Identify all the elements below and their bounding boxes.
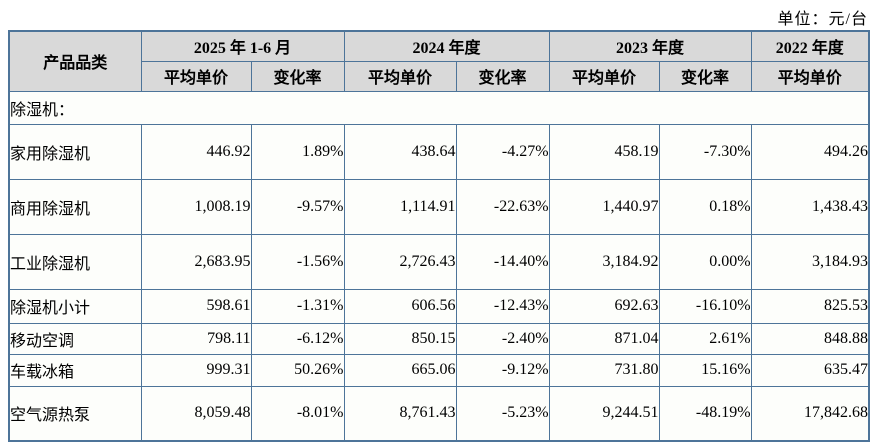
table-row-home-dehumidifier: 家用除湿机 446.92 1.89% 438.64 -4.27% 458.19 …: [8, 123, 870, 180]
value-cell: -48.19%: [658, 385, 752, 442]
value-cell: -2.40%: [455, 322, 550, 355]
row-label: 家用除湿机: [8, 123, 142, 180]
value-cell: 871.04: [548, 322, 660, 355]
table-row-air-source-heat-pump: 空气源热泵 8,059.48 -8.01% 8,761.43 -5.23% 9,…: [8, 385, 870, 442]
subheader-change-rate-2024: 变化率: [455, 60, 550, 92]
value-cell: 8,761.43: [343, 385, 457, 442]
value-cell: 50.26%: [250, 353, 345, 387]
table-row-car-fridge: 车载冰箱 999.31 50.26% 665.06 -9.12% 731.80 …: [8, 353, 870, 387]
value-cell: -4.27%: [455, 123, 550, 180]
row-label: 工业除湿机: [8, 233, 142, 290]
value-cell: 999.31: [140, 353, 252, 387]
unit-label: 单位：元/台: [777, 11, 868, 28]
value-cell: 494.26: [750, 123, 870, 180]
value-cell: 446.92: [140, 123, 252, 180]
value-cell: 598.61: [140, 288, 252, 324]
section-row-dehumidifier: 除湿机：: [8, 90, 870, 125]
value-cell: 2,683.95: [140, 233, 252, 290]
value-cell: -8.01%: [250, 385, 345, 442]
value-cell: 798.11: [140, 322, 252, 355]
subheader-change-rate-2025: 变化率: [250, 60, 345, 92]
value-cell: 0.00%: [658, 233, 752, 290]
value-cell: -6.12%: [250, 322, 345, 355]
value-cell: 825.53: [750, 288, 870, 324]
row-label: 除湿机小计: [8, 288, 142, 324]
row-label: 空气源热泵: [8, 385, 142, 442]
value-cell: 3,184.93: [750, 233, 870, 290]
value-cell: 15.16%: [658, 353, 752, 387]
period-header-2022: 2022 年度: [750, 30, 870, 62]
value-cell: 848.88: [750, 322, 870, 355]
table-row-commercial-dehumidifier: 商用除湿机 1,008.19 -9.57% 1,114.91 -22.63% 1…: [8, 178, 870, 235]
header-row-periods: 产品品类 2025 年 1-6 月 2024 年度 2023 年度 2022 年…: [8, 30, 870, 92]
value-cell: -9.57%: [250, 178, 345, 235]
value-cell: 606.56: [343, 288, 457, 324]
value-cell: 850.15: [343, 322, 457, 355]
value-cell: 731.80: [548, 353, 660, 387]
value-cell: 458.19: [548, 123, 660, 180]
value-cell: 1,440.97: [548, 178, 660, 235]
value-cell: 1,438.43: [750, 178, 870, 235]
period-header-2024: 2024 年度: [343, 30, 550, 62]
value-cell: 0.18%: [658, 178, 752, 235]
table-row-mobile-ac: 移动空调 798.11 -6.12% 850.15 -2.40% 871.04 …: [8, 322, 870, 355]
period-header-2023: 2023 年度: [548, 30, 752, 62]
value-cell: -7.30%: [658, 123, 752, 180]
table-row-industrial-dehumidifier: 工业除湿机 2,683.95 -1.56% 2,726.43 -14.40% 3…: [8, 233, 870, 290]
row-label: 商用除湿机: [8, 178, 142, 235]
value-cell: 1,008.19: [140, 178, 252, 235]
value-cell: 635.47: [750, 353, 870, 387]
value-cell: 2,726.43: [343, 233, 457, 290]
value-cell: -12.43%: [455, 288, 550, 324]
subheader-avg-price-2024: 平均单价: [343, 60, 457, 92]
row-label: 车载冰箱: [8, 353, 142, 387]
value-cell: 2.61%: [658, 322, 752, 355]
section-label: 除湿机：: [8, 90, 870, 125]
subheader-avg-price-2022: 平均单价: [750, 60, 870, 92]
corner-header: 产品品类: [8, 30, 142, 92]
row-label: 移动空调: [8, 322, 142, 355]
value-cell: 3,184.92: [548, 233, 660, 290]
value-cell: -16.10%: [658, 288, 752, 324]
value-cell: -9.12%: [455, 353, 550, 387]
subheader-avg-price-2025: 平均单价: [140, 60, 252, 92]
value-cell: -14.40%: [455, 233, 550, 290]
period-header-2025: 2025 年 1-6 月: [140, 30, 345, 62]
value-cell: 692.63: [548, 288, 660, 324]
value-cell: 9,244.51: [548, 385, 660, 442]
subheader-avg-price-2023: 平均单价: [548, 60, 660, 92]
value-cell: -1.56%: [250, 233, 345, 290]
table-row-dehumidifier-subtotal: 除湿机小计 598.61 -1.31% 606.56 -12.43% 692.6…: [8, 288, 870, 324]
value-cell: 17,842.68: [750, 385, 870, 442]
value-cell: 8,059.48: [140, 385, 252, 442]
value-cell: 665.06: [343, 353, 457, 387]
value-cell: -1.31%: [250, 288, 345, 324]
value-cell: -5.23%: [455, 385, 550, 442]
value-cell: 438.64: [343, 123, 457, 180]
subheader-change-rate-2023: 变化率: [658, 60, 752, 92]
value-cell: -22.63%: [455, 178, 550, 235]
value-cell: 1,114.91: [343, 178, 457, 235]
product-price-table: 产品品类 2025 年 1-6 月 2024 年度 2023 年度 2022 年…: [8, 30, 871, 442]
header-row-metrics: 平均单价 变化率 平均单价 变化率 平均单价 变化率 平均单价: [9, 60, 870, 92]
value-cell: 1.89%: [250, 123, 345, 180]
